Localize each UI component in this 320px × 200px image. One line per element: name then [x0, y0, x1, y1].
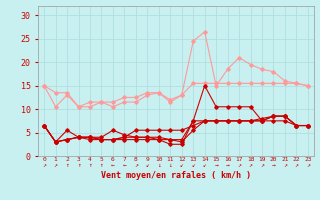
- X-axis label: Vent moyen/en rafales ( km/h ): Vent moyen/en rafales ( km/h ): [101, 171, 251, 180]
